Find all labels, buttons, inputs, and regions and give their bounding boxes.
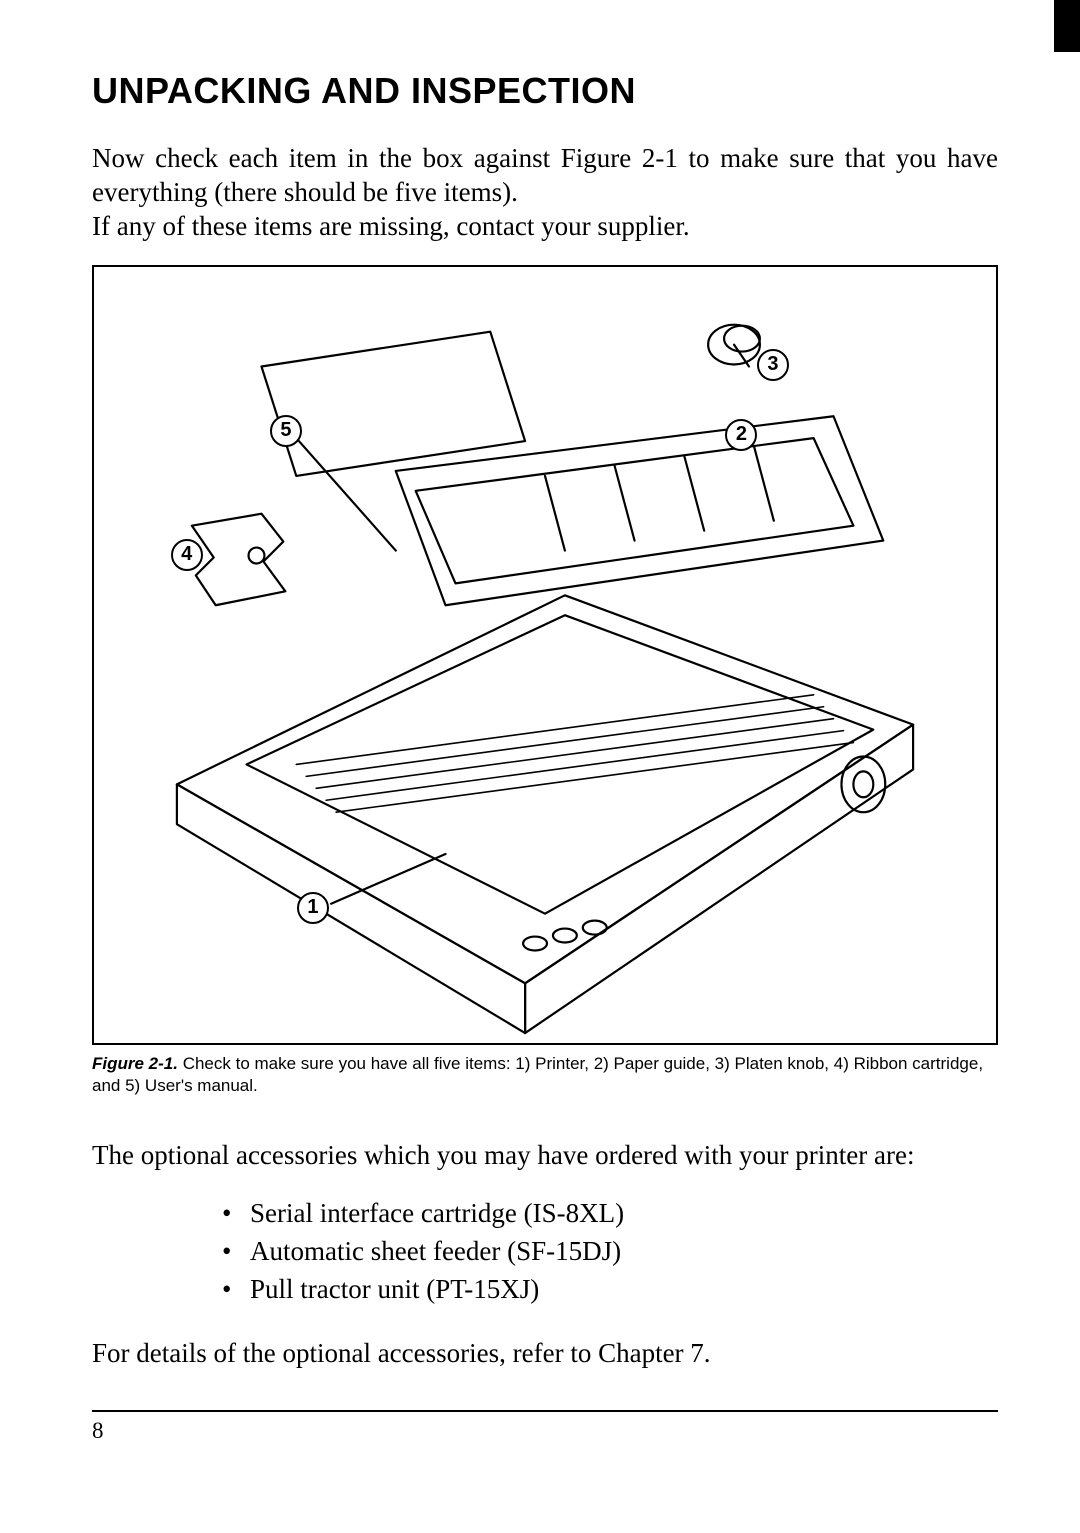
figure-callout-3: 3 <box>757 349 789 381</box>
footer-rule <box>92 1410 998 1412</box>
intro-paragraph-1: Now check each item in the box against F… <box>92 142 998 210</box>
section-heading: UNPACKING AND INSPECTION <box>92 70 998 112</box>
accessories-lead: The optional accessories which you may h… <box>92 1139 998 1173</box>
bullet-icon: • <box>222 1195 250 1233</box>
intro-paragraph-2: If any of these items are missing, conta… <box>92 210 998 244</box>
closing-paragraph: For details of the optional accessories,… <box>92 1337 998 1371</box>
figure-callout-1: 1 <box>297 892 329 924</box>
figure-illustration <box>94 267 996 1043</box>
manual-page: UNPACKING AND INSPECTION Now check each … <box>0 0 1080 1533</box>
list-item: • Serial interface cartridge (IS-8XL) <box>222 1195 998 1233</box>
figure-box: 3 2 5 4 1 <box>92 265 998 1045</box>
figure-caption-text: Check to make sure you have all five ite… <box>92 1054 983 1095</box>
accessories-list: • Serial interface cartridge (IS-8XL) • … <box>222 1195 998 1308</box>
figure-caption: Figure 2-1. Check to make sure you have … <box>92 1053 998 1097</box>
bullet-icon: • <box>222 1233 250 1271</box>
intro-block: Now check each item in the box against F… <box>92 142 998 243</box>
figure-caption-lead: Figure 2-1. <box>92 1054 178 1073</box>
figure-callout-5: 5 <box>270 415 302 447</box>
figure-callout-4: 4 <box>171 539 203 571</box>
list-item-label: Serial interface cartridge (IS-8XL) <box>250 1195 624 1233</box>
list-item-label: Automatic sheet feeder (SF-15DJ) <box>250 1233 621 1271</box>
list-item: • Pull tractor unit (PT-15XJ) <box>222 1271 998 1309</box>
list-item: • Automatic sheet feeder (SF-15DJ) <box>222 1233 998 1271</box>
page-number: 8 <box>92 1418 998 1444</box>
list-item-label: Pull tractor unit (PT-15XJ) <box>250 1271 539 1309</box>
figure-callout-2: 2 <box>725 419 757 451</box>
bullet-icon: • <box>222 1271 250 1309</box>
